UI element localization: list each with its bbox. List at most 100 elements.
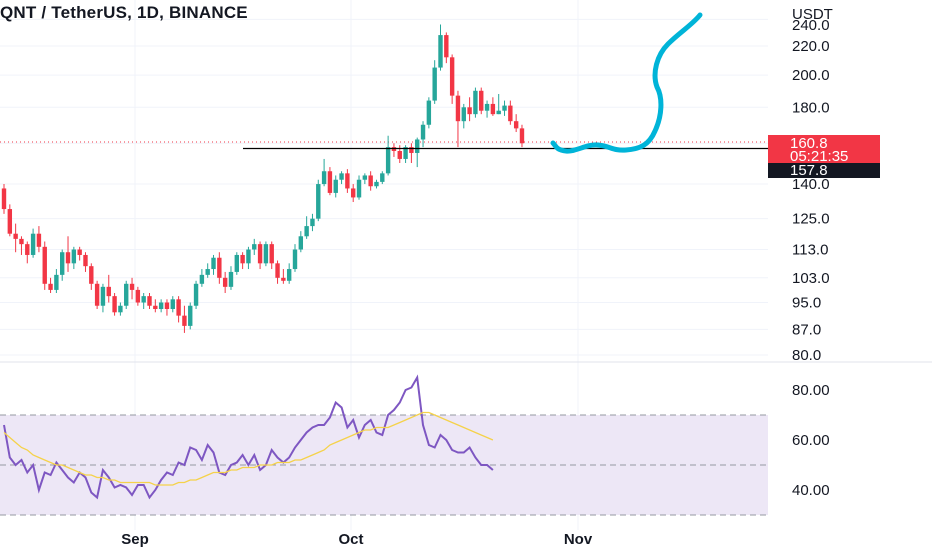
candle <box>281 269 286 284</box>
last-price-value: 160.8 <box>790 135 828 152</box>
candle <box>89 263 94 290</box>
candle-body <box>409 147 414 153</box>
candle <box>461 103 466 129</box>
candle-body <box>60 252 65 275</box>
candle <box>420 121 426 148</box>
candle-body <box>7 209 13 234</box>
candle-body <box>467 107 472 115</box>
candle <box>473 87 478 118</box>
projection-drawing[interactable] <box>550 12 703 154</box>
candle-body <box>351 188 356 198</box>
candle <box>106 274 111 303</box>
candle <box>409 143 414 163</box>
candle <box>490 97 496 116</box>
candle-body <box>19 238 24 245</box>
candle <box>368 171 373 191</box>
candle <box>351 184 356 203</box>
currency-label: USDT <box>792 6 833 23</box>
candle-body <box>298 236 304 250</box>
candle-body <box>83 254 88 267</box>
candle <box>54 269 59 294</box>
candle-body <box>362 175 368 180</box>
candle-body <box>339 173 344 180</box>
candle-body <box>490 103 496 115</box>
candle <box>304 216 309 239</box>
candle <box>234 252 239 275</box>
candle-body <box>513 121 519 129</box>
candle-body <box>199 274 205 284</box>
grid <box>0 0 932 530</box>
candle <box>124 280 129 310</box>
candle <box>508 100 513 125</box>
rsi-line <box>3 374 494 500</box>
line-price-badge <box>768 163 880 178</box>
candle-body <box>30 233 36 255</box>
candle-body <box>304 226 309 237</box>
time-tick-label: Oct <box>338 531 363 548</box>
candle <box>316 179 321 222</box>
candle <box>356 175 362 200</box>
last-price-badge <box>768 135 880 164</box>
candle-body <box>310 218 315 227</box>
candle-body <box>106 286 111 297</box>
candle <box>158 299 164 313</box>
candle <box>25 241 30 264</box>
candle-body <box>222 277 228 287</box>
candle-body <box>211 257 216 270</box>
candle-body <box>112 296 117 313</box>
candle-body <box>496 110 501 115</box>
candle-body <box>275 263 280 278</box>
candle-body <box>345 173 350 189</box>
candle <box>263 241 269 267</box>
candle <box>362 173 368 185</box>
price-tick-label: 87.0 <box>792 321 821 338</box>
candle <box>496 94 501 115</box>
price-tick-label: 140.0 <box>792 176 830 193</box>
candle <box>182 305 187 333</box>
candle <box>438 24 443 71</box>
candle-body <box>327 171 333 193</box>
candle-body <box>158 302 164 310</box>
price-tick-label: 220.0 <box>792 38 830 55</box>
candle-body <box>182 315 187 326</box>
candle <box>211 254 216 275</box>
candle <box>1 184 7 214</box>
candle-body <box>461 107 466 122</box>
candle <box>30 228 36 258</box>
candle-body <box>356 179 362 198</box>
candle <box>83 252 88 272</box>
candle-body <box>228 271 234 287</box>
candle <box>42 241 47 290</box>
candle-body <box>54 274 59 290</box>
candle-body <box>263 244 269 264</box>
price-tick-label: 103.0 <box>792 270 830 287</box>
candle <box>141 293 146 310</box>
price-tick-label: 180.0 <box>792 99 830 116</box>
candle-body <box>188 305 193 326</box>
candle-body <box>420 124 426 140</box>
candle <box>310 213 315 232</box>
candlestick-series <box>1 24 525 333</box>
candle-body <box>455 95 461 122</box>
candle-body <box>368 175 373 187</box>
candle <box>60 249 65 281</box>
price-tick-label: 113.0 <box>792 242 828 259</box>
candle-body <box>252 244 257 250</box>
candle <box>217 252 222 284</box>
candle <box>467 97 472 122</box>
candle <box>449 54 455 104</box>
candle-body <box>118 305 123 313</box>
candle-body <box>449 57 455 96</box>
candle-body <box>432 67 437 101</box>
candle <box>240 252 245 270</box>
rsi-ma-line <box>3 411 494 486</box>
candle-body <box>36 233 42 247</box>
candle <box>380 171 385 185</box>
candle <box>519 124 525 148</box>
candle <box>147 293 152 310</box>
candle-body <box>269 244 274 264</box>
candle <box>327 167 333 196</box>
candle-body <box>385 147 391 174</box>
candle <box>112 293 117 316</box>
